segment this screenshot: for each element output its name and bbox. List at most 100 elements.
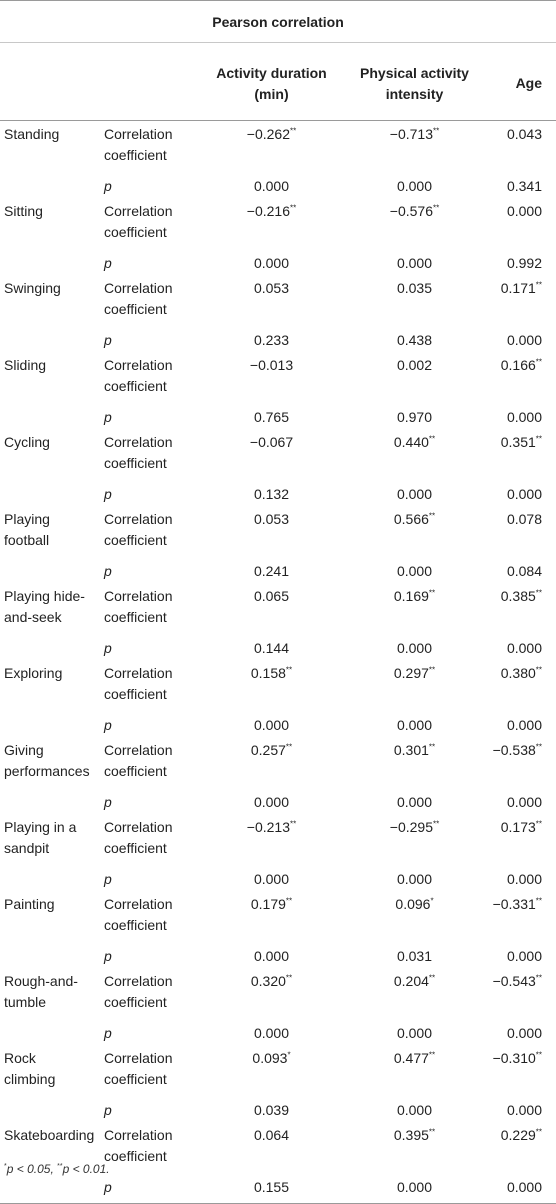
coefficient-label-line2: coefficient bbox=[104, 1148, 167, 1164]
coefficient-physical-activity-intensity-cell: 0.301** bbox=[343, 737, 486, 792]
coefficient-age-cell: 0.078 bbox=[486, 506, 556, 561]
coefficient-value: 0.043 bbox=[506, 126, 543, 142]
table-row: Skateboarding Correlation coefficient 0.064… bbox=[0, 1122, 556, 1177]
activity-name-blank bbox=[0, 869, 104, 891]
coefficient-value: −0.310 bbox=[492, 1050, 536, 1066]
coefficient-label-line1: Correlation bbox=[104, 126, 173, 142]
coefficient-label-line1: Correlation bbox=[104, 896, 173, 912]
coefficient-age-cell: −0.543** bbox=[486, 968, 556, 1023]
table-row: p 0.000 0.031 0.000 bbox=[0, 946, 556, 968]
metric-label-p: p bbox=[104, 332, 112, 348]
coefficient-value: 0.380 bbox=[500, 665, 536, 681]
activity-name-blank bbox=[0, 484, 104, 506]
significance-mark: * bbox=[287, 1050, 291, 1060]
coefficient-value: 0.257 bbox=[250, 742, 286, 758]
coefficient-label-line1: Correlation bbox=[104, 742, 173, 758]
table-row: Sitting Correlation coefficient −0.216** −0.… bbox=[0, 198, 556, 253]
activity-name-line1: Giving bbox=[4, 742, 44, 758]
significance-mark: ** bbox=[535, 896, 543, 906]
activity-name-blank bbox=[0, 1177, 104, 1204]
coefficient-physical-activity-intensity-cell: −0.576** bbox=[343, 198, 486, 253]
activity-name-blank bbox=[0, 407, 104, 429]
p-value-activity-duration-cell: 0.000 bbox=[253, 948, 290, 964]
metric-label-coefficient: Correlation coefficient bbox=[104, 275, 200, 330]
coefficient-label-line2: coefficient bbox=[104, 686, 167, 702]
coefficient-physical-activity-intensity-cell: 0.440** bbox=[343, 429, 486, 484]
table-row: Playing football Correlation coefficient 0.0… bbox=[0, 506, 556, 561]
p-value-age-cell: 0.341 bbox=[506, 178, 543, 194]
p-value-physical-activity-intensity-cell: 0.000 bbox=[343, 1177, 486, 1204]
metric-label-coefficient: Correlation coefficient bbox=[104, 583, 200, 638]
metric-label-coefficient: Correlation coefficient bbox=[104, 814, 200, 869]
p-value-age-cell: 0.000 bbox=[506, 486, 543, 502]
coefficient-label-line2: coefficient bbox=[104, 1071, 167, 1087]
significance-mark: ** bbox=[428, 665, 436, 675]
significance-mark: ** bbox=[428, 588, 436, 598]
activity-name: Rock climbing bbox=[0, 1045, 104, 1100]
coefficient-value: 0.171 bbox=[500, 280, 536, 296]
metric-label-p: p bbox=[104, 486, 112, 502]
p-value-age-cell: 0.000 bbox=[486, 1177, 556, 1204]
header-activity-duration: Activity duration (min) bbox=[200, 42, 343, 121]
table-row: Standing Correlation coefficient −0.262** −0… bbox=[0, 121, 556, 177]
significance-mark: ** bbox=[285, 665, 293, 675]
coefficient-age-cell: 0.385** bbox=[486, 583, 556, 638]
metric-label-coefficient: Correlation coefficient bbox=[104, 1122, 200, 1177]
p-value-activity-duration-cell: 0.241 bbox=[253, 563, 290, 579]
footnote-sig2-mark: ** bbox=[57, 1163, 63, 1170]
coefficient-physical-activity-intensity-cell: 0.477** bbox=[343, 1045, 486, 1100]
coefficient-label-line2: coefficient bbox=[104, 763, 167, 779]
coefficient-physical-activity-intensity-cell: 0.035 bbox=[343, 275, 486, 330]
header-age: Age bbox=[486, 42, 556, 121]
table-row: p 0.132 0.000 0.000 bbox=[0, 484, 556, 506]
table-row: p 0.144 0.000 0.000 bbox=[0, 638, 556, 660]
table-row: Rock climbing Correlation coefficient 0.093*… bbox=[0, 1045, 556, 1100]
coefficient-label-line1: Correlation bbox=[104, 588, 173, 604]
p-value-age-cell: 0.000 bbox=[506, 640, 543, 656]
coefficient-label-line1: Correlation bbox=[104, 973, 173, 989]
coefficient-value: 0.320 bbox=[250, 973, 286, 989]
table-row: p 0.000 0.000 0.000 bbox=[0, 715, 556, 737]
coefficient-value: 0.477 bbox=[393, 1050, 429, 1066]
activity-name-blank bbox=[0, 1100, 104, 1122]
coefficient-label-line2: coefficient bbox=[104, 301, 167, 317]
activity-name-line2: tumble bbox=[4, 994, 47, 1010]
coefficient-activity-duration-cell: 0.064 bbox=[200, 1122, 343, 1177]
activity-name: Swinging bbox=[0, 275, 104, 330]
coefficient-label-line2: coefficient bbox=[104, 840, 167, 856]
metric-label-coefficient: Correlation coefficient bbox=[104, 198, 200, 253]
coefficient-physical-activity-intensity-cell: 0.297** bbox=[343, 660, 486, 715]
coefficient-value: −0.013 bbox=[249, 357, 294, 373]
metric-label-coefficient: Correlation coefficient bbox=[104, 352, 200, 407]
coefficient-age-cell: 0.166** bbox=[486, 352, 556, 407]
coefficient-value: 0.395 bbox=[393, 1127, 429, 1143]
activity-name-blank bbox=[0, 253, 104, 275]
p-value-age-cell: 0.000 bbox=[506, 794, 543, 810]
coefficient-value: 0.093 bbox=[252, 1050, 288, 1066]
activity-name: Sitting bbox=[0, 198, 104, 253]
activity-name-line1: Rough-and- bbox=[4, 973, 78, 989]
p-value-physical-activity-intensity-cell: 0.970 bbox=[396, 409, 433, 425]
coefficient-value: 0.096 bbox=[395, 896, 431, 912]
table-row: p 0.000 0.000 0.341 bbox=[0, 176, 556, 198]
coefficient-value: 0.173 bbox=[500, 819, 536, 835]
activity-name-line1: Sitting bbox=[4, 203, 43, 219]
p-value-activity-duration-cell: 0.039 bbox=[253, 1102, 290, 1118]
p-value-age-cell: 0.000 bbox=[506, 409, 543, 425]
table-row: p 0.000 0.000 0.000 bbox=[0, 1023, 556, 1045]
coefficient-label-line2: coefficient bbox=[104, 224, 167, 240]
coefficient-activity-duration-cell: 0.320** bbox=[200, 968, 343, 1023]
coefficient-age-cell: 0.380** bbox=[486, 660, 556, 715]
p-value-activity-duration-cell: 0.000 bbox=[253, 255, 290, 271]
activity-name-line1: Exploring bbox=[4, 665, 63, 681]
coefficient-activity-duration-cell: 0.053 bbox=[200, 275, 343, 330]
coefficient-label-line2: coefficient bbox=[104, 378, 167, 394]
significance-mark: ** bbox=[428, 1050, 436, 1060]
coefficient-activity-duration-cell: 0.065 bbox=[200, 583, 343, 638]
p-value-activity-duration-cell: 0.233 bbox=[253, 332, 290, 348]
coefficient-label-line1: Correlation bbox=[104, 511, 173, 527]
p-value-physical-activity-intensity-cell: 0.000 bbox=[396, 563, 433, 579]
p-value-activity-duration-cell: 0.000 bbox=[253, 1025, 290, 1041]
coefficient-age-cell: −0.310** bbox=[486, 1045, 556, 1100]
